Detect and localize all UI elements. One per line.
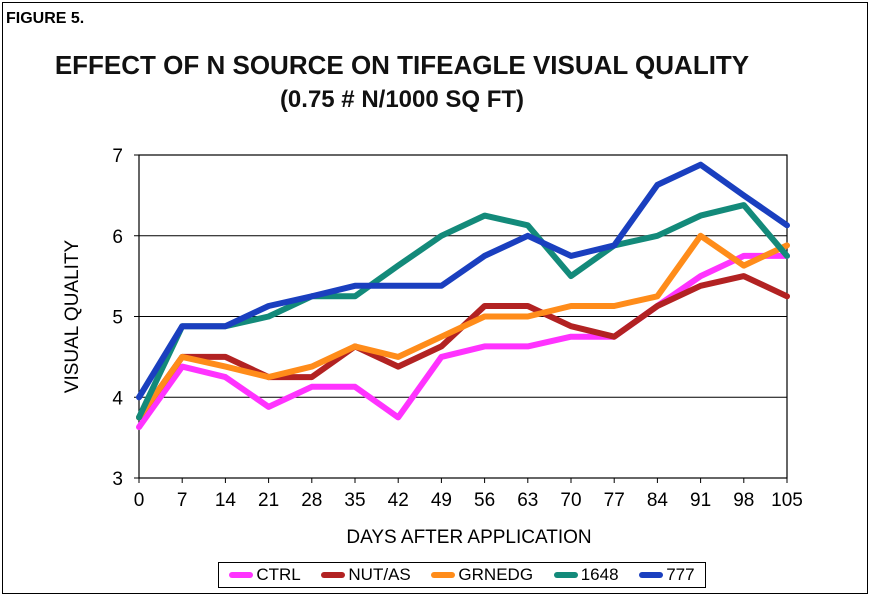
x-tick-label: 42 [388, 490, 409, 511]
x-tick-label: 56 [474, 490, 495, 511]
y-tick-label: 3 [112, 469, 123, 490]
series-line-777 [136, 161, 790, 401]
x-tick-label: 77 [604, 490, 625, 511]
x-tick-label: 49 [431, 490, 452, 511]
x-tick-label: 105 [771, 490, 803, 511]
chart-subtitle: (0.75 # N/1000 SQ FT) [279, 86, 525, 113]
legend-label: 777 [666, 565, 695, 584]
x-tick-label: 28 [301, 490, 322, 511]
legend-swatch [321, 572, 346, 578]
chart-title: EFFECT OF N SOURCE ON TIFEAGLE VISUAL QU… [54, 50, 750, 80]
y-axis-label: VISUAL QUALITY [62, 239, 83, 393]
x-tick-label: 14 [215, 490, 237, 511]
legend-label: 1648 [580, 565, 619, 584]
x-tick-label: 98 [733, 490, 754, 511]
x-tick-label: 91 [690, 490, 711, 511]
x-tick-label: 70 [560, 490, 581, 511]
legend-item: CTRL [229, 565, 301, 585]
series-line-1648 [136, 202, 790, 421]
x-tick-label: 7 [177, 490, 188, 511]
legend-swatch [639, 572, 664, 578]
legend-swatch [229, 572, 254, 578]
x-tick-label: 63 [517, 490, 538, 511]
x-tick-label: 84 [647, 490, 669, 511]
legend-label: NUT/AS [348, 565, 411, 584]
y-tick-label: 6 [112, 227, 123, 248]
legend-swatch [431, 572, 456, 578]
figure-label: FIGURE 5. [6, 10, 85, 27]
legend-swatch [553, 572, 578, 578]
legend-item: 777 [639, 565, 695, 585]
legend-item: GRNEDG [431, 565, 533, 585]
legend-item: 1648 [553, 565, 619, 585]
legend-label: CTRL [256, 565, 301, 584]
series-line-grnedg [136, 232, 790, 421]
y-tick-label: 4 [112, 388, 123, 409]
series-line-ctrl [136, 252, 790, 431]
x-tick-label: 21 [258, 490, 279, 511]
legend: CTRL NUT/AS GRNEDG 1648 777 [218, 562, 706, 588]
x-tick-label: 35 [344, 490, 365, 511]
y-tick-label: 7 [112, 146, 123, 167]
legend-item: NUT/AS [321, 565, 411, 585]
legend-label: GRNEDG [458, 565, 534, 584]
y-tick-label: 5 [112, 308, 123, 329]
x-axis-label: DAYS AFTER APPLICATION [346, 527, 591, 548]
x-tick-label: 0 [134, 490, 145, 511]
